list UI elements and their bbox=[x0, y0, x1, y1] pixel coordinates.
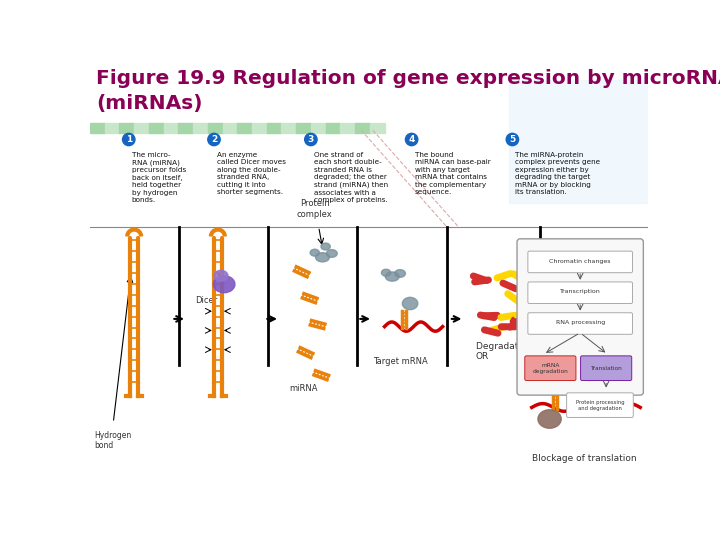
Bar bbox=[134, 123, 149, 132]
Text: 2: 2 bbox=[211, 135, 217, 144]
FancyBboxPatch shape bbox=[567, 393, 634, 417]
Ellipse shape bbox=[395, 269, 405, 278]
Bar bbox=[149, 123, 163, 132]
FancyBboxPatch shape bbox=[580, 356, 631, 381]
Text: Hydrogen
bond: Hydrogen bond bbox=[94, 430, 131, 450]
Ellipse shape bbox=[560, 368, 573, 377]
Bar bbox=[282, 123, 296, 132]
Circle shape bbox=[122, 133, 135, 146]
Text: 1: 1 bbox=[125, 135, 132, 144]
Bar bbox=[266, 123, 282, 132]
Bar bbox=[296, 123, 311, 132]
Ellipse shape bbox=[315, 253, 330, 262]
Bar bbox=[325, 123, 341, 132]
Bar bbox=[193, 123, 208, 132]
Text: Transcription: Transcription bbox=[560, 289, 600, 294]
Ellipse shape bbox=[310, 249, 320, 256]
Text: RNA processing: RNA processing bbox=[556, 320, 605, 325]
Bar bbox=[208, 123, 222, 132]
Bar bbox=[252, 123, 266, 132]
Text: Chromatin changes: Chromatin changes bbox=[549, 259, 611, 264]
Text: Degradation of mRNA
OR: Degradation of mRNA OR bbox=[476, 342, 575, 361]
FancyBboxPatch shape bbox=[525, 356, 576, 381]
Circle shape bbox=[208, 133, 220, 146]
FancyBboxPatch shape bbox=[528, 313, 632, 334]
Ellipse shape bbox=[214, 271, 228, 281]
Circle shape bbox=[405, 133, 418, 146]
Bar bbox=[370, 123, 384, 132]
Text: Protein
complex: Protein complex bbox=[297, 199, 333, 219]
Text: 5: 5 bbox=[509, 135, 516, 144]
Circle shape bbox=[506, 133, 518, 146]
Text: Protein processing
and degradation: Protein processing and degradation bbox=[575, 400, 624, 410]
Text: 4: 4 bbox=[408, 135, 415, 144]
Ellipse shape bbox=[382, 269, 391, 276]
FancyBboxPatch shape bbox=[528, 282, 632, 303]
Text: The miRNA-protein
complex prevents gene
expression either by
degrading the targe: The miRNA-protein complex prevents gene … bbox=[516, 152, 600, 195]
Bar bbox=[355, 123, 370, 132]
Bar bbox=[90, 123, 104, 132]
Text: One strand of
each short double-
stranded RNA is
degraded; the other
strand (miR: One strand of each short double- strande… bbox=[314, 152, 388, 203]
Bar bbox=[311, 123, 325, 132]
Text: An enzyme
called Dicer moves
along the double-
stranded RNA,
cutting it into
sho: An enzyme called Dicer moves along the d… bbox=[217, 152, 286, 195]
Text: Translation: Translation bbox=[590, 366, 622, 370]
FancyBboxPatch shape bbox=[517, 239, 644, 395]
Bar bbox=[179, 123, 193, 132]
Bar bbox=[508, 80, 648, 204]
Bar bbox=[120, 123, 134, 132]
Bar bbox=[341, 123, 355, 132]
Text: Dicer: Dicer bbox=[194, 296, 217, 305]
Ellipse shape bbox=[569, 363, 580, 372]
Bar bbox=[163, 123, 179, 132]
Ellipse shape bbox=[402, 298, 418, 309]
Text: 3: 3 bbox=[307, 135, 314, 144]
Text: The bound
miRNA can base-pair
with any target
mRNA that contains
the complementa: The bound miRNA can base-pair with any t… bbox=[415, 152, 490, 195]
Ellipse shape bbox=[321, 243, 330, 250]
Text: Blockage of translation: Blockage of translation bbox=[532, 454, 636, 463]
Bar bbox=[238, 123, 252, 132]
Bar bbox=[222, 123, 238, 132]
Ellipse shape bbox=[326, 249, 337, 257]
Ellipse shape bbox=[385, 272, 399, 281]
Text: The micro-
RNA (miRNA)
precursor folds
back on itself,
held together
by hydrogen: The micro- RNA (miRNA) precursor folds b… bbox=[132, 152, 186, 203]
Ellipse shape bbox=[213, 276, 235, 293]
Text: Target mRNA: Target mRNA bbox=[373, 357, 428, 367]
Circle shape bbox=[305, 133, 317, 146]
FancyBboxPatch shape bbox=[528, 251, 632, 273]
Text: miRNA: miRNA bbox=[289, 384, 318, 393]
Text: (miRNAs): (miRNAs) bbox=[96, 94, 203, 113]
Bar bbox=[104, 123, 120, 132]
Text: Figure 19.9 Regulation of gene expression by microRNAs: Figure 19.9 Regulation of gene expressio… bbox=[96, 69, 720, 87]
Ellipse shape bbox=[556, 363, 565, 372]
Text: mRNA
degradation: mRNA degradation bbox=[533, 363, 568, 374]
Ellipse shape bbox=[538, 410, 561, 428]
